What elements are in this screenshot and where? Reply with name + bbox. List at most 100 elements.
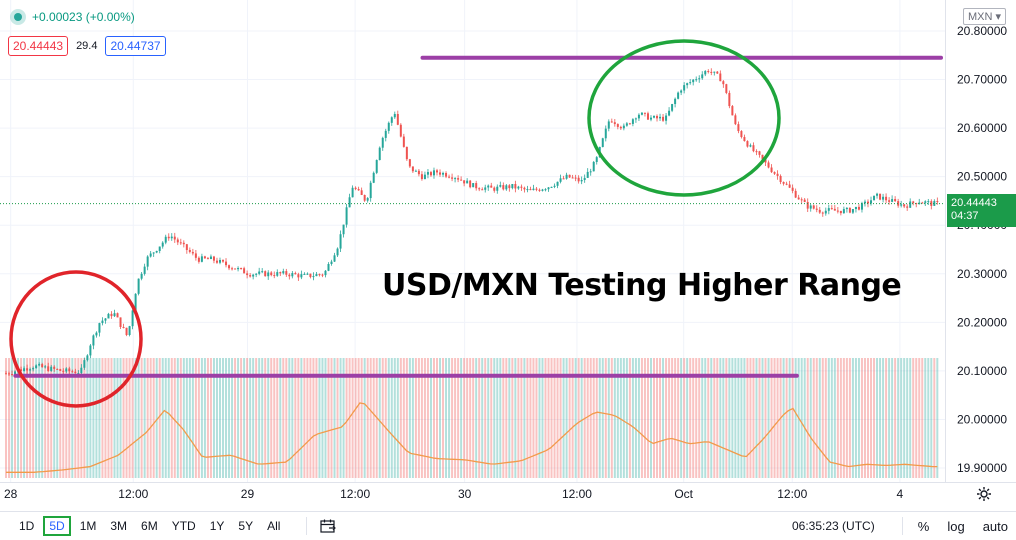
volume-bar	[378, 358, 381, 478]
candle-body	[484, 187, 487, 190]
volume-bar	[882, 358, 885, 478]
candle-body	[164, 236, 167, 243]
candle-body	[640, 112, 643, 115]
log-scale-toggle[interactable]: log	[947, 518, 965, 534]
chart-annotation-text[interactable]: USD/MXN Testing Higher Range	[382, 268, 902, 303]
candle-body	[851, 209, 854, 213]
candle-body	[267, 272, 270, 277]
candle-body	[523, 187, 526, 190]
candle-body	[674, 98, 677, 105]
timeframe-6m[interactable]: 6M	[141, 519, 158, 533]
candle-body	[532, 188, 535, 191]
candle-body	[402, 136, 405, 147]
volume-bar	[134, 358, 137, 478]
volume-bar	[303, 358, 306, 478]
candle-body	[408, 159, 411, 167]
candle-body	[613, 122, 616, 125]
volume-bar	[565, 358, 568, 478]
candle-body	[185, 244, 188, 251]
candle-body	[827, 208, 830, 211]
candle-body	[586, 171, 589, 178]
candle-body	[432, 170, 435, 176]
timeframe-1y[interactable]: 1Y	[209, 519, 225, 533]
candle-body	[770, 167, 773, 173]
candle-body	[544, 189, 547, 191]
legend-quote-row: 20.44443 29.4 20.44737	[8, 36, 166, 56]
volume-bar	[604, 358, 607, 478]
candle-body	[607, 121, 610, 129]
candle-body	[23, 368, 26, 371]
candle-body	[200, 256, 203, 262]
timeframe-ytd[interactable]: YTD	[171, 519, 196, 533]
volume-bar	[357, 358, 360, 478]
timeframe-5d[interactable]: 5D	[43, 516, 71, 536]
time-tick-label: 30	[458, 487, 472, 501]
candle-body	[246, 273, 249, 276]
volume-bar	[345, 358, 348, 478]
candle-body	[222, 259, 225, 262]
volume-bar	[613, 358, 616, 478]
volume-bar	[472, 358, 475, 478]
volume-bar	[520, 358, 523, 478]
candle-body	[568, 174, 571, 178]
auto-scale-toggle[interactable]: auto	[982, 518, 1008, 534]
volume-bar	[740, 358, 743, 478]
volume-bar	[845, 358, 848, 478]
volume-bar	[719, 358, 722, 478]
candle-body	[249, 275, 252, 277]
volume-bar	[279, 358, 282, 478]
candle-body	[818, 209, 821, 213]
candle-body	[698, 78, 701, 80]
timeframe-1m[interactable]: 1M	[79, 519, 97, 533]
volume-bar	[234, 358, 237, 478]
candle-body	[98, 323, 101, 333]
volume-bar	[140, 358, 143, 478]
volume-bar	[288, 358, 291, 478]
volume-bar	[848, 358, 851, 478]
volume-bar	[821, 358, 824, 478]
candle-body	[146, 256, 149, 267]
volume-bar	[547, 358, 550, 478]
candle-body	[149, 253, 152, 257]
time-tick-label: 12:00	[118, 487, 148, 501]
timeframe-1d[interactable]: 1D	[19, 519, 35, 533]
volume-bar	[490, 358, 493, 478]
candle-body	[625, 123, 628, 126]
volume-bar	[83, 358, 86, 478]
volume-bar	[677, 358, 680, 478]
candle-body	[29, 369, 32, 371]
clock-timezone[interactable]: 06:35:23 (UTC)	[792, 519, 875, 533]
timeframe-all[interactable]: All	[267, 519, 281, 533]
timeframe-3m[interactable]: 3M	[110, 519, 128, 533]
candle-body	[469, 180, 472, 188]
candle-body	[62, 370, 65, 372]
calendar-goto-icon[interactable]	[320, 519, 336, 534]
green-highlight-ellipse[interactable]	[587, 39, 781, 197]
buy-price-button[interactable]: 20.44737	[105, 36, 166, 56]
sell-price-button[interactable]: 20.44443	[8, 36, 69, 56]
time-tick-label: 12:00	[777, 487, 807, 501]
percent-scale-toggle[interactable]: %	[917, 518, 930, 534]
red-highlight-ellipse[interactable]	[9, 270, 143, 408]
candle-body	[773, 172, 776, 174]
candle-body	[520, 186, 523, 188]
candle-body	[369, 182, 372, 199]
candle-body	[143, 266, 146, 274]
candle-body	[454, 178, 457, 180]
candle-body	[53, 366, 56, 369]
volume-bar	[475, 358, 478, 478]
candle-body	[240, 267, 243, 269]
volume-bar	[318, 358, 321, 478]
volume-bar	[643, 358, 646, 478]
volume-bar	[131, 358, 134, 478]
candle-body	[375, 160, 378, 173]
volume-bar	[827, 358, 830, 478]
candle-body	[915, 203, 918, 205]
candle-body	[622, 125, 625, 129]
gear-icon[interactable]	[976, 486, 992, 502]
candle-body	[628, 123, 631, 125]
chart-grid	[0, 0, 1016, 512]
currency-button[interactable]: MXN ▾	[963, 8, 1007, 25]
timeframe-5y[interactable]: 5Y	[238, 519, 254, 533]
